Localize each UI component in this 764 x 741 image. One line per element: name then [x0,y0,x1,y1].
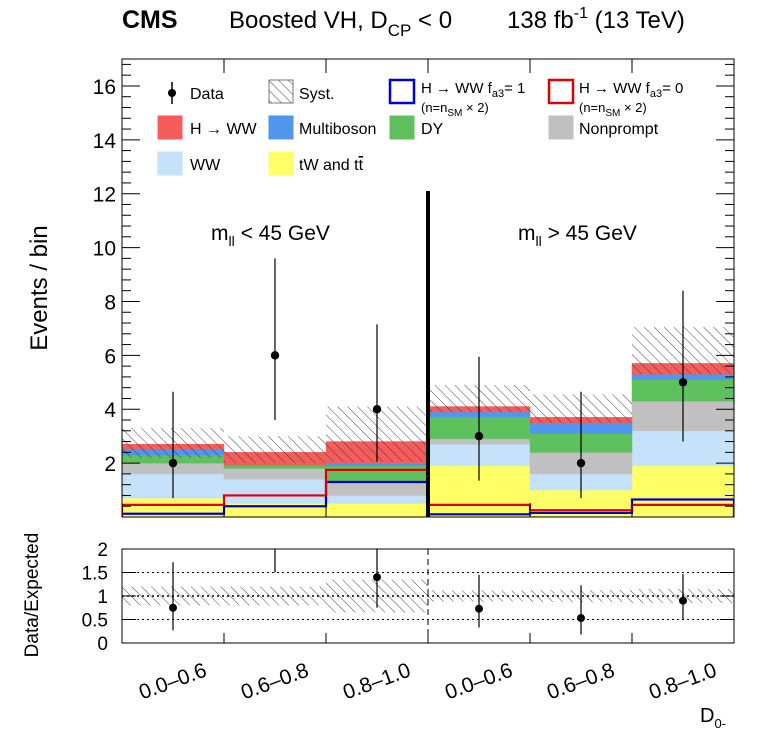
legend-fa3-0-swatch [547,78,575,105]
region-title-cut: < 0 [411,7,452,34]
data-point-5 [678,378,688,387]
region-title: Boosted VH, DCP < 0 [229,7,452,40]
y-tick-label: 14 [93,130,117,153]
x-tick-label-1: 0.6–0.8 [238,659,312,705]
legend-dy-label: DY [421,121,444,138]
syst-band-bin-1 [224,436,326,464]
region-label-low: mll < 45 GeV [211,222,330,249]
y-tick-label: 6 [104,345,116,368]
bar-ww-2 [325,495,429,504]
bar-multiboson-2 [325,462,429,467]
legend-nonprompt-label: Nonprompt [579,121,659,138]
bar-dy-1 [223,465,327,469]
data-point-0 [168,458,178,468]
lumi-value: 138 fb [507,7,574,34]
legend-tw-tt-label: tW and tt [299,157,364,174]
y-tick-label: 2 [104,453,116,476]
legend-tw-tt-swatch [268,151,294,176]
legend-nonprompt-swatch [548,115,574,140]
data-point-2 [372,405,382,414]
legend-fa3-1-swatch [388,78,416,105]
legend-dy-swatch [389,115,415,140]
legend-syst-swatch [268,79,294,104]
legend-data-marker [168,89,176,97]
legend-fa3-0-note: (n=nSM × 2) [579,100,647,119]
x-axis-label: D0- [700,705,726,731]
x-tick-label-5: 0.8–1.0 [646,659,720,705]
energy-label: (13 TeV) [588,7,685,34]
y-axis-label: Events / bin [26,225,53,350]
region-title-sub: CP [388,21,412,40]
data-points [168,258,688,499]
region-label-high: mll > 45 GeV [518,222,637,249]
lumi-exponent: -1 [574,5,588,22]
x-tick-label-4: 0.6–0.8 [544,659,618,705]
bar-tw_tt-2 [325,503,429,517]
legend-multiboson-swatch [268,115,294,140]
ratio-y-tick-label: 1.5 [82,564,108,585]
ratio-point-3 [475,604,483,613]
luminosity-label: 138 fb-1 (13 TeV) [507,5,685,34]
data-point-3 [474,431,484,441]
y-tick-label: 12 [93,184,116,207]
legend-ww-swatch [157,151,183,176]
legend-fa3-0-label: H → WW fa3= 0 [579,80,683,100]
y-tick-label: 4 [104,399,116,422]
legend-hww-label: H → WW [190,121,258,138]
legend-hww-swatch [157,115,183,140]
ratio-point-0 [169,603,177,612]
bar-nonprompt-2 [325,481,429,496]
legend-ww-label: WW [190,157,221,174]
ratio-point-1 [271,522,279,530]
bar-dy-2 [325,465,429,483]
data-point-1 [270,351,280,360]
x-tick-label-0: 0.0–0.6 [136,659,210,705]
legend-fa3-1-label: H → WW fa3= 1 [421,80,525,100]
bar-ww-1 [223,479,327,504]
legend: Data Syst. H → WW fa3= 1 (n=nSM × 2) H →… [157,78,683,176]
y-tick-label: 8 [104,291,116,314]
ratio-y-tick-label: 0 [97,634,108,655]
y-tick-label: 10 [93,238,116,261]
cms-label: CMS [122,6,178,34]
ratio-point-2 [373,573,381,582]
ratio-point-5 [679,596,687,605]
x-tick-label-3: 0.0–0.6 [442,659,516,705]
legend-fa3-1-note: (n=nSM × 2) [421,100,489,119]
ratio-axes: 00.5 11.5 2 [82,540,734,655]
y-tick-label: 16 [93,76,116,99]
ratio-y-tick-label: 2 [97,540,108,561]
data-point-4 [576,458,586,468]
region-title-text: Boosted VH, D [229,7,388,34]
ratio-y-tick-label: 1 [97,587,108,608]
bar-tw_tt-5 [631,465,734,517]
legend-syst-label: Syst. [299,86,335,103]
ratio-y-tick-label: 0.5 [82,611,108,632]
legend-data-label: Data [190,86,224,103]
ratio-points [169,522,687,635]
x-tick-label-2: 0.8–1.0 [340,659,414,705]
legend-multiboson-label: Multiboson [299,121,376,138]
ratio-y-axis-label: Data/Expected [22,533,43,658]
bar-nonprompt-1 [223,468,327,480]
ratio-point-4 [577,614,585,623]
x-tick-labels: 0.0–0.6 0.6–0.8 0.8–1.0 0.0–0.6 0.6–0.8 0.8–1… [136,659,720,705]
ratio-band-bin-1 [224,586,326,606]
main-axes: 2 4 6 8 10 12 14 16 [93,59,734,517]
